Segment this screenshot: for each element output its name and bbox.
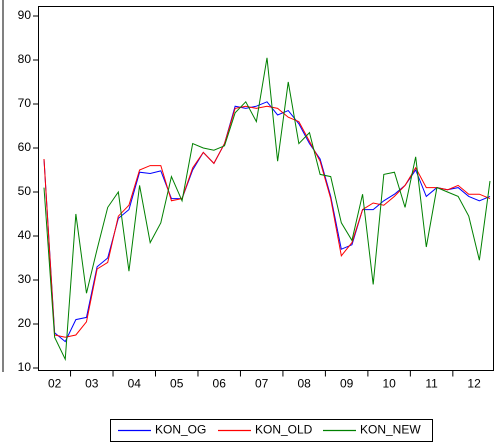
y-tick-label: 80 (18, 52, 32, 66)
x-tick-label: 09 (340, 377, 354, 391)
x-tick-label: 08 (297, 377, 311, 391)
y-tick-label: 30 (18, 272, 32, 286)
y-tick-label: 40 (18, 228, 32, 242)
plot-frame (38, 6, 494, 371)
y-tick-label: 90 (18, 8, 32, 22)
x-tick-label: 03 (85, 377, 99, 391)
series-line (43, 57, 491, 362)
x-tick-label: 05 (170, 377, 184, 391)
y-tick-label: 70 (18, 96, 32, 110)
x-tick-label: 12 (467, 377, 481, 391)
series-line (43, 105, 491, 338)
x-tick-label: 02 (48, 377, 62, 391)
x-tick-label: 07 (255, 377, 269, 391)
x-tick-label: 11 (425, 377, 438, 391)
legend-label: KON_NEW (360, 423, 421, 437)
legend-label: KON_OLD (255, 423, 313, 437)
y-tick-label: 20 (18, 316, 32, 330)
y-tick-label: 50 (18, 184, 32, 198)
y-tick-label: 60 (18, 140, 32, 154)
y-tick-label: 10 (18, 360, 32, 374)
x-tick-label: 04 (128, 377, 142, 391)
x-tick-label: 06 (213, 377, 227, 391)
x-tick-label: 10 (382, 377, 396, 391)
legend-label: KON_OG (155, 423, 206, 437)
